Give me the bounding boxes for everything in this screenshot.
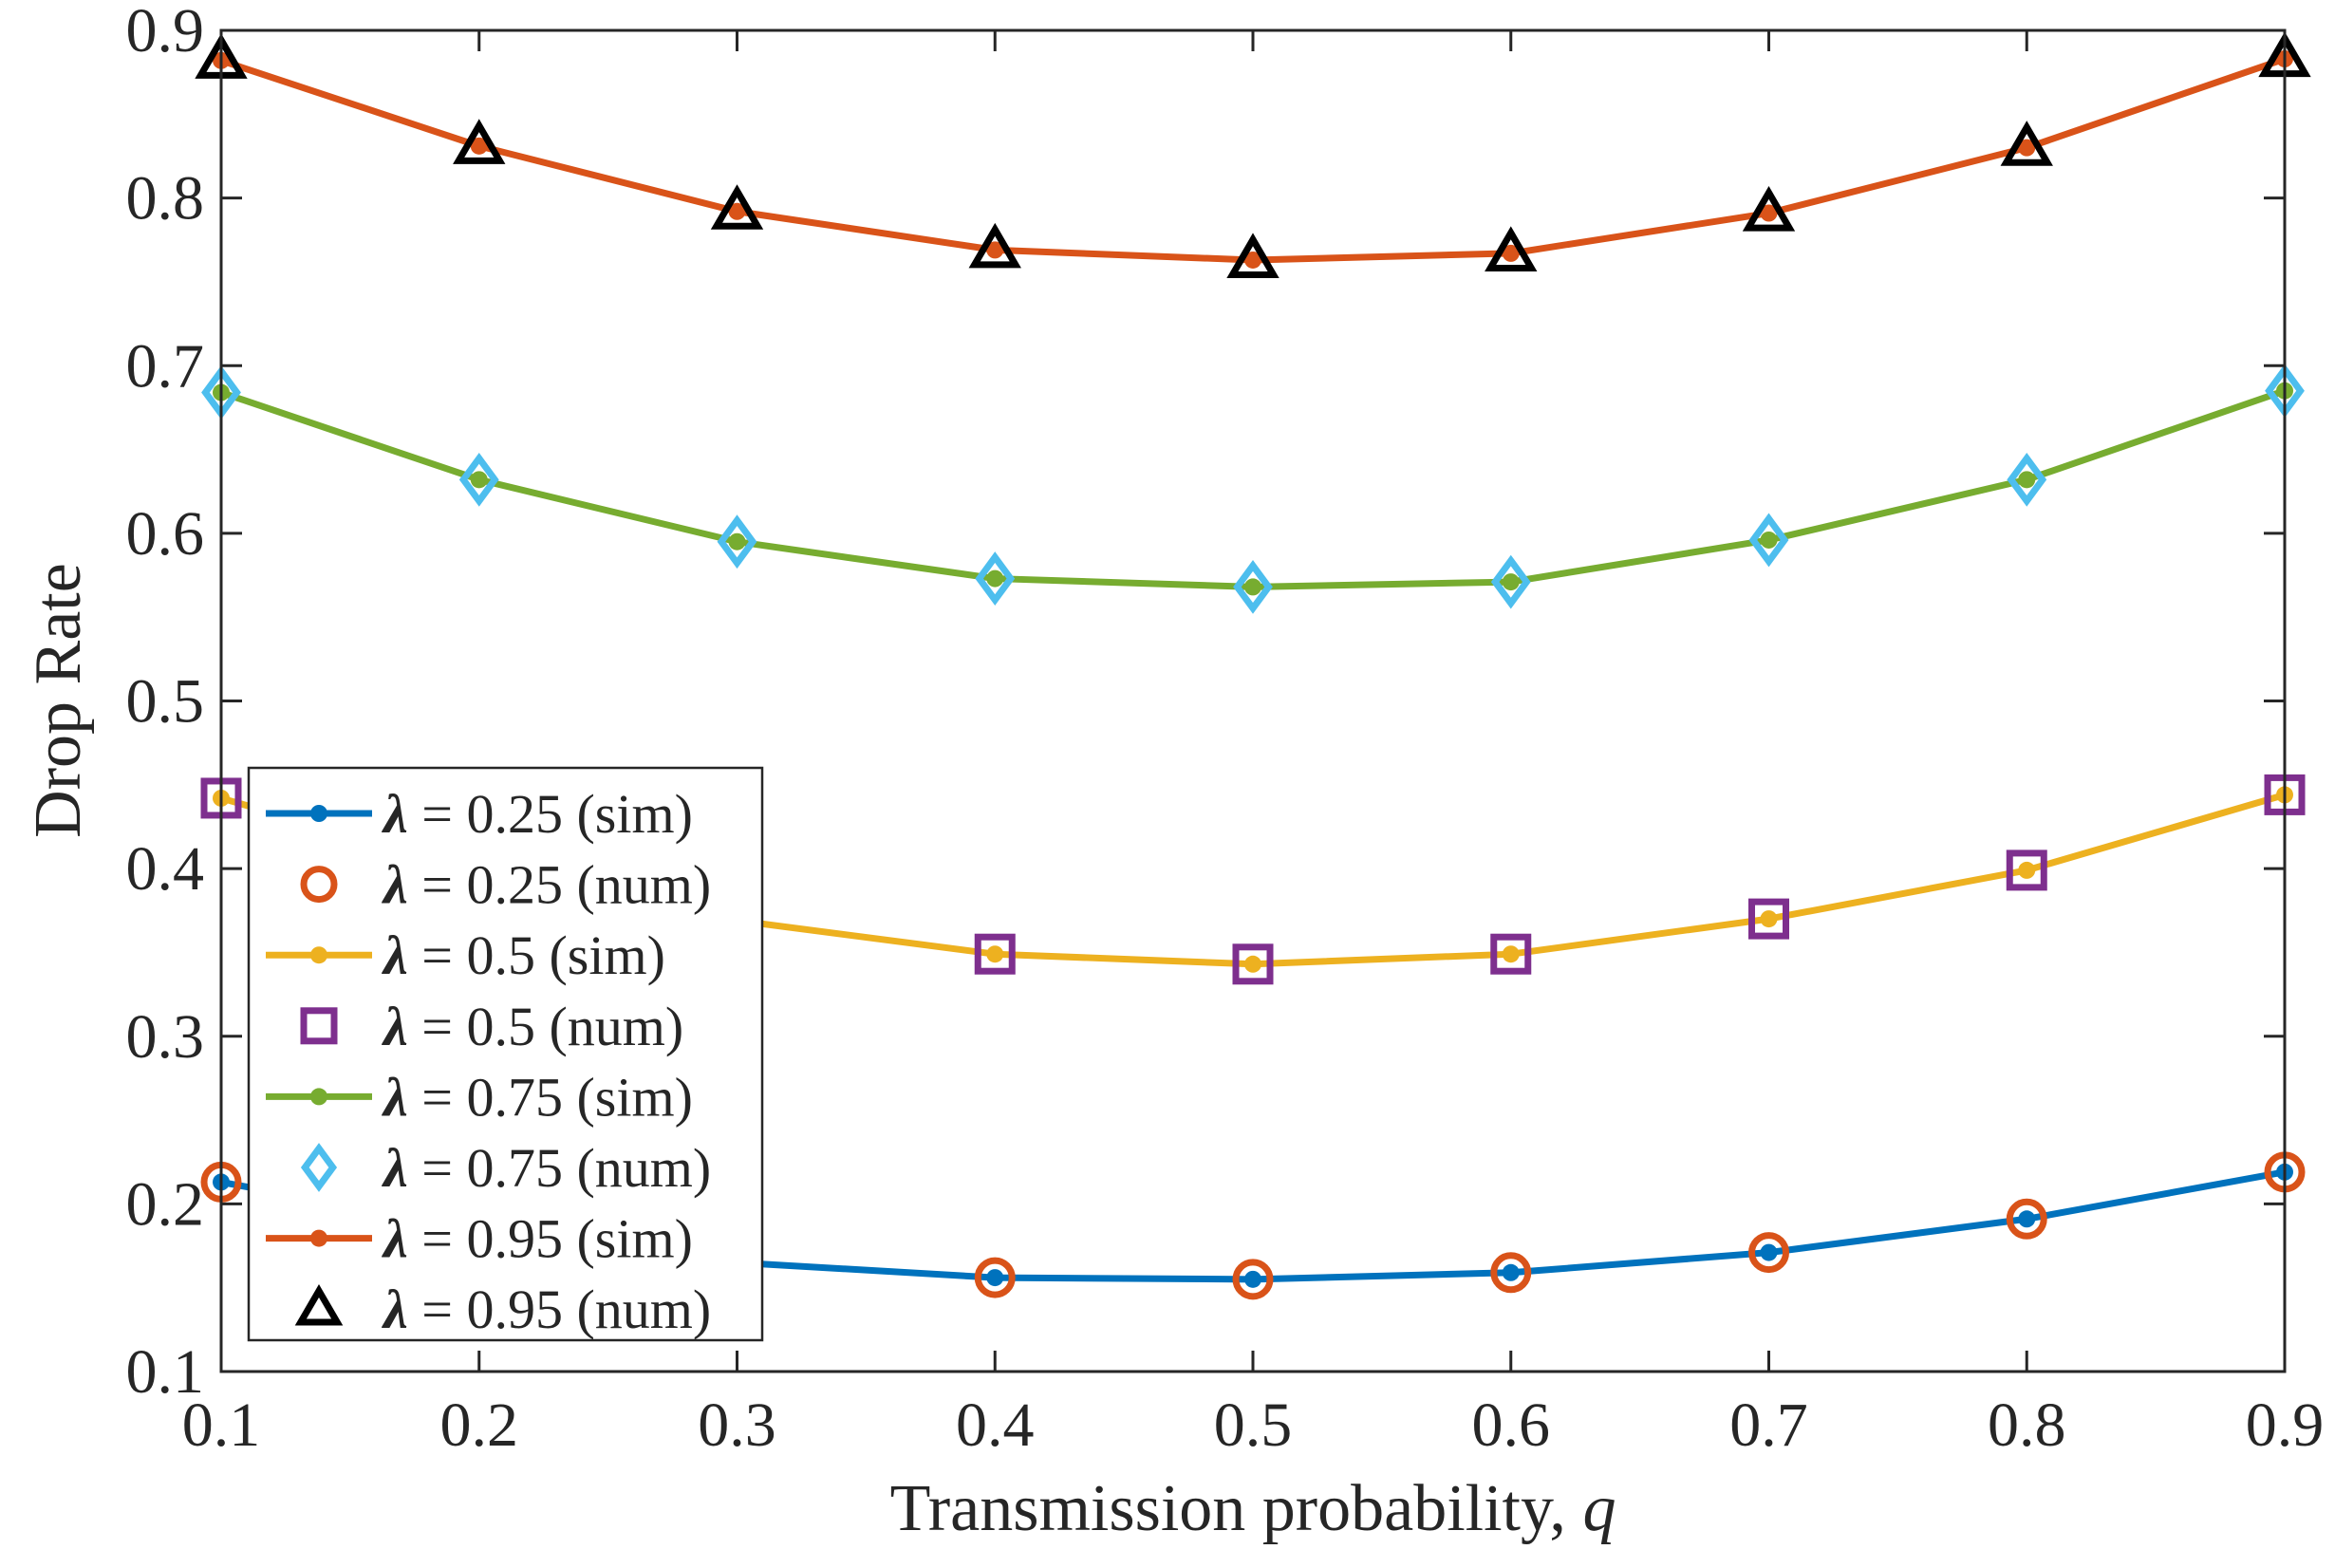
data-marker [1490,554,1531,609]
data-point [470,471,488,489]
legend-entry-7: λ = 0.95 (sim) [266,1208,693,1270]
data-point [1760,1243,1778,1261]
data-point [2018,471,2036,489]
ticks: 0.1 0.2 0.3 0.4 0.5 0.6 0.7 0.8 0.9 0.1 0.2 0.3 0.4 0… [126,0,2325,1460]
y-tick-label: 0.3 [126,1002,205,1072]
x-tick-label: 0.7 [1729,1391,1808,1460]
data-point [986,945,1004,963]
legend-marker [300,1143,338,1192]
data-marker [2006,849,2047,891]
legend-label: λ = 0.95 (sim) [382,1208,693,1270]
legend-entry-8: λ = 0.95 (num) [294,1279,711,1340]
legend-entry-5: λ = 0.75 (sim) [266,1066,693,1128]
y-tick-label: 0.5 [126,667,205,737]
y-tick-label: 0.4 [126,834,205,904]
data-marker [1748,513,1789,568]
data-point [1760,910,1778,928]
data-point [728,532,746,551]
x-tick-label: 0.8 [1988,1391,2066,1460]
y-tick-label: 0.2 [126,1169,205,1239]
legend-point [310,1088,327,1106]
data-point [1244,251,1261,269]
data-point [1502,945,1520,963]
data-marker [1232,1259,1274,1300]
data-point [986,1269,1004,1287]
data-marker [975,551,1016,606]
legend-label: λ = 0.95 (num) [382,1279,711,1340]
legend-point [310,946,327,964]
data-point [2018,139,2036,157]
data-marker [1232,943,1274,985]
data-marker [458,452,499,507]
data-marker [1742,185,1796,232]
legend-label: λ = 0.25 (num) [382,854,711,916]
legend-label: λ = 0.25 (sim) [382,783,693,845]
data-point [986,569,1004,588]
legend-marker [300,1007,338,1045]
y-tick-label: 0.9 [126,0,205,65]
y-tick-label: 0.7 [126,331,205,401]
legend-entry-3: λ = 0.5 (sim) [266,924,665,986]
data-point [1760,204,1778,222]
x-tick-label: 0.4 [956,1391,1035,1460]
x-axis-label: Transmission probability, q [890,1472,1616,1545]
legend-point [310,805,327,822]
x-tick-label: 0.6 [1472,1391,1551,1460]
data-point [1244,1270,1261,1288]
legend-point [310,1229,327,1247]
legend-label: λ = 0.75 (num) [382,1137,711,1199]
y-tick-label: 0.1 [126,1337,205,1407]
data-point [1244,955,1261,973]
data-marker [1490,933,1532,975]
x-tick-label: 0.5 [1214,1391,1293,1460]
data-marker [1233,559,1273,614]
legend-entry-6: λ = 0.75 (num) [300,1137,711,1199]
x-tick-label: 0.2 [440,1391,519,1460]
data-marker [453,119,506,164]
x-tick-label: 0.3 [698,1391,776,1460]
legend-entry-1: λ = 0.25 (sim) [266,783,693,845]
data-point [470,137,488,155]
x-tick-label: 0.9 [2246,1391,2325,1460]
legend-label: λ = 0.5 (num) [382,996,683,1057]
y-axis-label: Drop Rate [22,563,95,838]
data-marker [717,514,757,569]
data-marker [2007,452,2047,507]
data-marker [1485,226,1538,271]
legend-entry-4: λ = 0.5 (num) [300,996,683,1057]
legend-marker [294,1284,344,1326]
data-point [1502,244,1520,262]
legend-marker [300,866,338,904]
data-point [728,202,746,220]
data-point [1760,531,1778,549]
data-marker [974,1257,1016,1298]
data-marker [1490,1252,1532,1294]
y-tick-label: 0.6 [126,499,205,569]
legend-entry-2: λ = 0.25 (num) [300,854,711,916]
data-marker [2006,1198,2047,1240]
data-marker [1226,233,1280,279]
data-point [1502,1263,1520,1281]
data-point [2018,1210,2036,1228]
data-marker [1748,1232,1789,1274]
data-point [2018,861,2036,879]
data-marker [968,222,1021,269]
legend-label: λ = 0.5 (sim) [382,924,665,986]
legend-box [247,766,764,1342]
data-marker [974,933,1016,975]
data-marker [2000,121,2053,166]
legend: λ = 0.25 (sim) λ = 0.25 (num) λ = 0.5 (sim… [247,766,764,1342]
data-marker [710,184,764,230]
y-tick-label: 0.8 [126,164,205,233]
data-point [1502,573,1520,591]
legend-label: λ = 0.75 (sim) [382,1066,693,1128]
data-point [1244,578,1261,596]
data-marker [1748,898,1789,940]
data-point [986,241,1004,259]
series-7 [213,50,2293,269]
x-tick-label: 0.1 [182,1391,261,1460]
